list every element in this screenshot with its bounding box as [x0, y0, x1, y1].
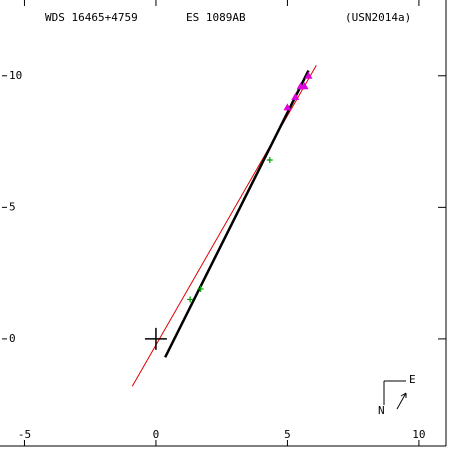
y-tick-label: 10	[9, 69, 22, 82]
measure-triangle	[283, 103, 292, 111]
label: (USN2014a)	[345, 11, 411, 24]
y-tick-label: 5	[9, 200, 16, 213]
measure-triangle	[304, 71, 313, 79]
x-tick-label: -5	[18, 428, 31, 441]
compass: E N	[378, 373, 416, 417]
compass-e: E	[409, 373, 416, 386]
measure-plus	[197, 285, 204, 292]
primary-star	[144, 327, 167, 350]
x-tick-label: 0	[153, 428, 160, 441]
y-tick-label: 0	[9, 332, 16, 345]
measure-triangle	[291, 92, 300, 100]
measure-plus	[266, 156, 273, 163]
label: ES 1089AB	[186, 11, 246, 24]
compass-arrow	[396, 392, 407, 410]
measure-triangle	[300, 82, 309, 90]
x-tick-label: 5	[284, 428, 291, 441]
orbit-line	[164, 69, 310, 358]
label: WDS 16465+4759	[45, 11, 138, 24]
measure-plus	[187, 296, 194, 303]
compass-n: N	[378, 404, 385, 417]
x-tick-label: 10	[412, 428, 425, 441]
compass-arrowhead	[400, 392, 407, 398]
